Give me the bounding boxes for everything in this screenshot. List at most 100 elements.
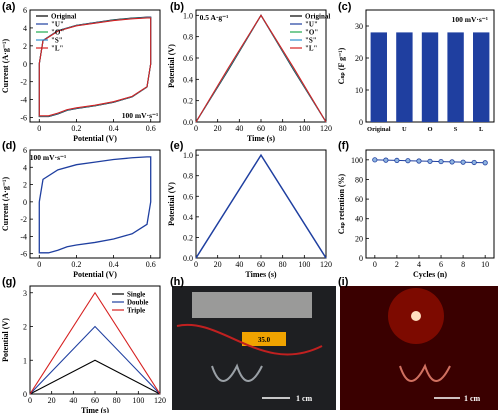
x-tick-label: 100: [132, 396, 144, 405]
x-axis-label: Cycles (n): [413, 270, 447, 279]
plot-frame: [365, 149, 495, 259]
chart-a: 0 0.2 0.4 0.6 -6 -4 -2 0 2 4 6 Potential (V) Current…: [1, 6, 161, 143]
x-tick-label: 0: [194, 124, 198, 133]
retention-point: [427, 158, 433, 164]
x-tick-label: 100: [298, 260, 310, 269]
y-tick-label: 60: [355, 195, 363, 204]
scan-rate-annotation: 100 mV·s⁻¹: [122, 111, 158, 120]
x-tick-label: 40: [235, 260, 243, 269]
y-tick-label: 0.6: [183, 54, 193, 63]
y-tick-label: 30: [355, 22, 363, 31]
photo-h: 35.0 1 cm: [172, 286, 336, 410]
x-tick-label: 20: [214, 260, 222, 269]
x-tick-label: 0: [37, 124, 41, 133]
x-axis-label: Potential (V): [73, 270, 117, 279]
x-tick-label: 0.4: [109, 260, 119, 269]
y-tick-label: 0.4: [183, 75, 193, 84]
y-tick-label: 100: [351, 156, 363, 165]
panel-label-b: (b): [170, 1, 185, 13]
y-tick-label: -6: [20, 114, 27, 123]
legend-entry: Double: [127, 299, 148, 307]
legend-entry: Original: [51, 13, 76, 21]
y-tick-label: 10: [355, 86, 363, 95]
legend-entry: "S": [305, 37, 317, 45]
x-category-label: S: [454, 126, 458, 133]
panel-label-e: (e): [170, 140, 184, 152]
y-axis-label: Potential (V): [1, 318, 10, 362]
y-tick-label: 0.8: [183, 172, 193, 181]
y-tick-label: 20: [355, 54, 363, 63]
y-tick-label: 0.0: [183, 254, 193, 263]
scale-label: 1 cm: [464, 394, 481, 403]
chart-b: 0 20 40 60 80 100 120 0.0 0.2 0.4 0.6 0.8 1.0 Time (s…: [167, 9, 332, 143]
retention-point: [383, 157, 389, 163]
x-axis-label: Times (s): [245, 270, 277, 279]
y-axis-label: Current (A·g⁻¹): [1, 177, 10, 232]
plot-frame: [195, 149, 327, 259]
x-category-label: Original: [367, 126, 391, 133]
retention-point: [471, 159, 477, 166]
y-tick-label: 2: [23, 323, 27, 332]
chart-g: 0 20 40 60 80 100 120 0 1 2 3 Time (s) Potential (V)…: [1, 285, 166, 413]
panel-label-g: (g): [2, 276, 17, 288]
chart-e: 0 20 40 60 80 100 120 0.0 0.2 0.4 0.6 0.8 1.0 Times (…: [167, 149, 332, 279]
x-tick-label: 4: [417, 260, 421, 269]
legend-entry: "L": [305, 45, 318, 53]
x-tick-label: 0.2: [71, 124, 81, 133]
panel-label-h: (h): [170, 276, 185, 288]
x-tick-label: 0: [373, 260, 377, 269]
y-tick-label: 0.8: [183, 33, 193, 42]
x-tick-label: 0.6: [146, 260, 156, 269]
legend-entry: "U": [305, 21, 318, 29]
legend-entry: Triple: [127, 307, 145, 315]
x-tick-label: 0.2: [71, 260, 81, 269]
y-tick-label: 1: [23, 356, 27, 365]
bar-s: [447, 32, 464, 122]
scale-label: 1 cm: [296, 394, 313, 403]
retention-point: [449, 159, 455, 165]
retention-point: [438, 158, 444, 165]
y-tick-label: 0.0: [183, 118, 193, 127]
y-tick-label: 1.0: [183, 151, 193, 160]
bar-original: [370, 32, 387, 122]
y-tick-label: 40: [355, 215, 363, 224]
y-tick-label: 2: [23, 181, 27, 190]
retention-point: [416, 158, 422, 164]
x-tick-label: 10: [481, 260, 489, 269]
retention-point: [405, 158, 411, 164]
y-axis-label: Cₛₚ retention (%): [337, 173, 346, 234]
y-tick-label: 0.2: [183, 97, 193, 106]
legend-entry: "O": [51, 29, 64, 37]
x-tick-label: 20: [48, 396, 56, 405]
retention-point: [372, 157, 378, 163]
x-tick-label: 6: [439, 260, 443, 269]
series-single: [29, 359, 161, 395]
cv-loop: [38, 156, 152, 254]
x-tick-label: 80: [279, 260, 287, 269]
multimeter: [242, 332, 286, 346]
y-tick-label: 1.0: [183, 11, 193, 20]
y-tick-label: 80: [355, 175, 363, 184]
x-tick-label: 80: [113, 396, 121, 405]
legend-entry: Single: [127, 291, 145, 299]
y-tick-label: 6: [23, 6, 27, 15]
retention-point: [394, 157, 400, 164]
x-tick-label: 0: [194, 260, 198, 269]
x-tick-label: 120: [320, 124, 332, 133]
chart-c: 0 10 20 30 Original U O S L Cₛₚ (F g⁻¹) 100 mV·s⁻¹: [337, 9, 495, 133]
x-tick-label: 100: [298, 124, 310, 133]
device-strip: [211, 363, 263, 382]
gcd-curve: [195, 153, 327, 259]
y-tick-label: -4: [20, 96, 27, 105]
scan-rate-annotation: 100 mV·s⁻¹: [30, 153, 66, 162]
y-tick-label: 2: [23, 42, 27, 51]
meter-display: 35.0: [258, 336, 271, 344]
panel-label-a: (a): [2, 1, 16, 13]
y-tick-label: -6: [20, 250, 27, 259]
wire: [176, 323, 323, 356]
x-tick-label: 40: [235, 124, 243, 133]
x-tick-label: 8: [461, 260, 465, 269]
bar-u: [396, 32, 413, 122]
